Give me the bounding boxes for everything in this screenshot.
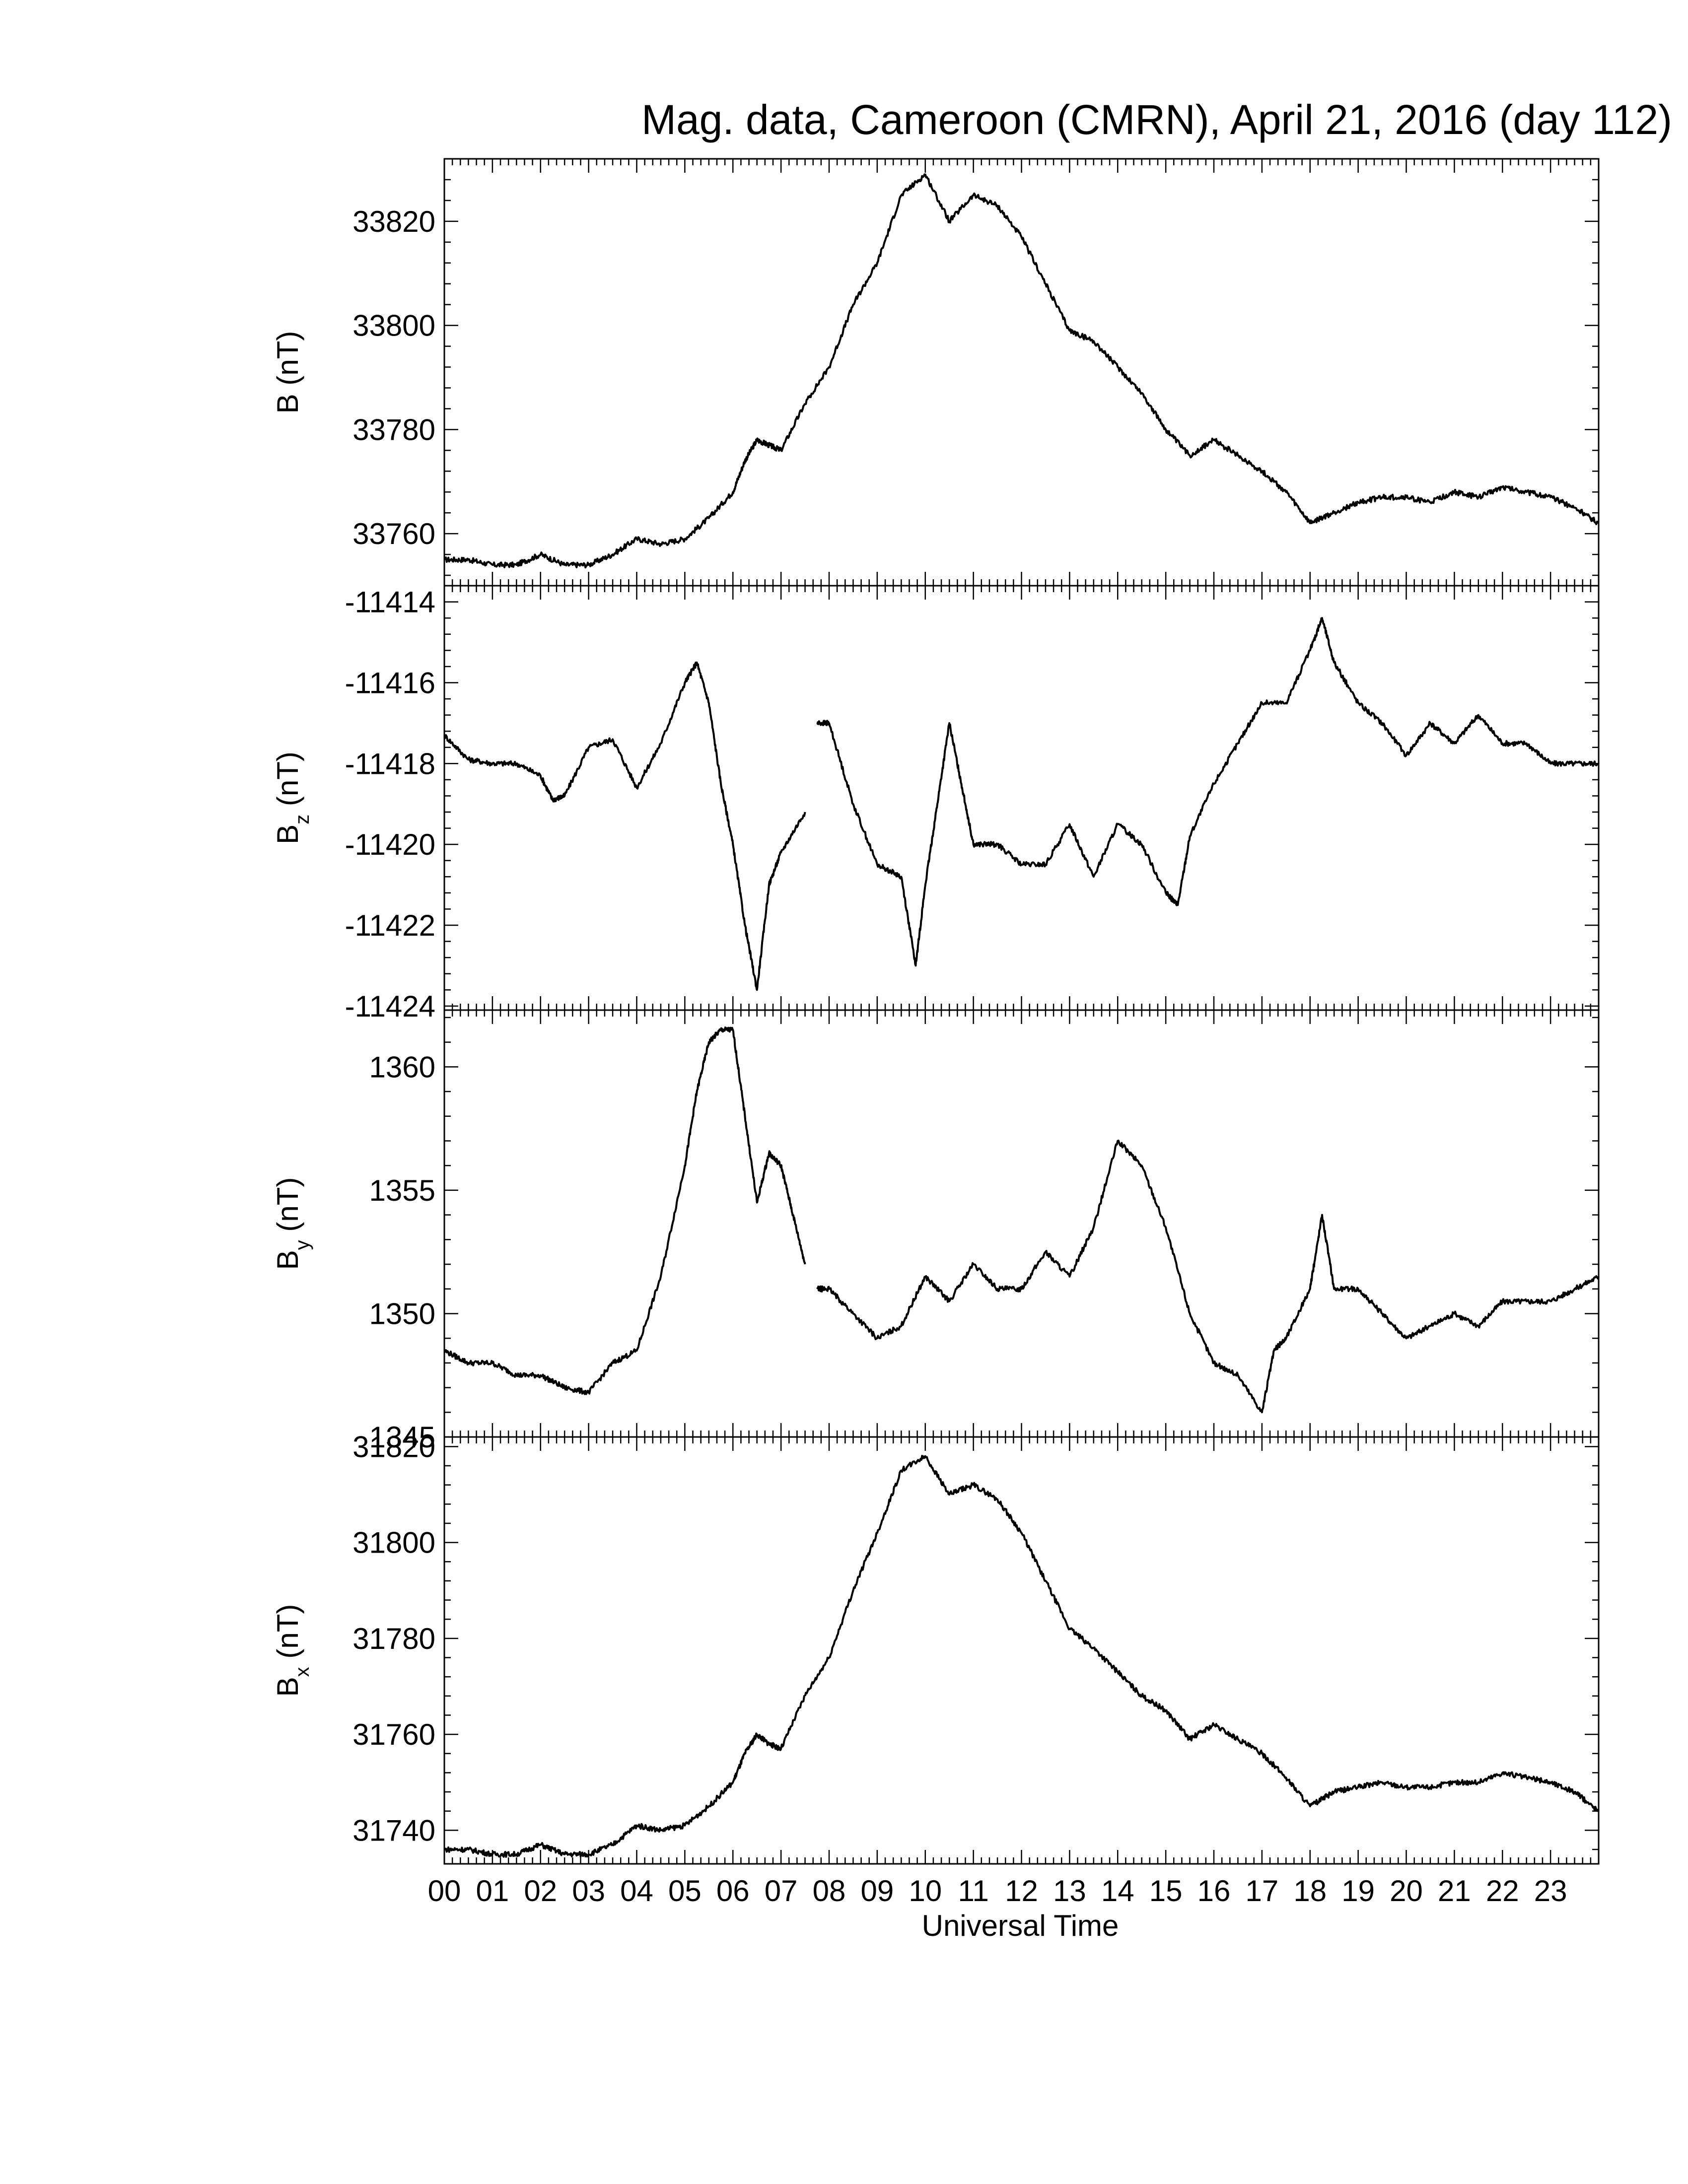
y-axis-label-sub: y	[291, 1240, 313, 1250]
y-axis-label-main: B	[271, 1677, 304, 1697]
x-tick-label: 18	[1293, 1874, 1327, 1908]
y-tick-label: 31820	[352, 1430, 435, 1463]
x-tick-label: 16	[1197, 1874, 1231, 1908]
y-axis-label-unit: (nT)	[271, 1177, 304, 1240]
x-tick-label: 12	[1005, 1874, 1038, 1908]
y-axis-label-unit: (nT)	[271, 331, 304, 394]
y-axis-label: By (nT)	[271, 1177, 313, 1270]
series-line	[443, 661, 806, 991]
y-tick-label: 1355	[369, 1174, 435, 1207]
panel-4: 31740 31760 31780 31800 31820 Bx (nT)	[271, 1430, 1600, 1865]
y-axis-label: B (nT)	[271, 331, 304, 414]
series-line	[804, 173, 1600, 525]
y-tick-label: 31800	[352, 1526, 435, 1560]
panel-frame	[443, 158, 1600, 587]
y-tick-label: -11414	[345, 586, 435, 619]
x-tick-label: 13	[1053, 1874, 1086, 1908]
x-tick-label: 23	[1534, 1874, 1567, 1908]
y-axis-label-unit: (nT)	[271, 1604, 304, 1667]
x-tick-label: 00	[428, 1874, 461, 1908]
x-tick-label: 10	[909, 1874, 942, 1908]
y-tick-label: 31760	[352, 1718, 435, 1751]
x-tick-label: 09	[861, 1874, 894, 1908]
y-tick-label: -11420	[345, 828, 435, 861]
y-axis-label-sub: x	[291, 1667, 313, 1677]
series-line	[443, 1026, 806, 1395]
y-tick-label: -11422	[345, 909, 435, 942]
x-tick-label: 05	[668, 1874, 702, 1908]
panel-frame	[443, 585, 1600, 1011]
series-line	[804, 1454, 1600, 1812]
x-tick-label: 11	[958, 1874, 988, 1908]
y-tick-label: -11416	[345, 666, 435, 699]
panel-frame	[443, 1009, 1600, 1438]
y-tick-label: 31780	[352, 1622, 435, 1655]
y-tick-label: 1345	[369, 1421, 435, 1454]
y-axis-label: Bz (nT)	[271, 751, 313, 844]
y-tick-label: 31740	[352, 1814, 435, 1847]
y-axis-label-sub: z	[291, 815, 313, 824]
x-tick-label: 03	[572, 1874, 605, 1908]
y-tick-label: 1350	[369, 1297, 435, 1330]
y-axis-label-main: B	[271, 824, 304, 844]
chart-title: Mag. data, Cameroon (CMRN), April 21, 20…	[641, 96, 1672, 143]
x-tick-label: 15	[1149, 1874, 1183, 1908]
y-axis-label-unit: (nT)	[271, 751, 304, 815]
x-tick-label: 06	[716, 1874, 750, 1908]
panel-3: 1345 1350 1355 1360 By (nT)	[271, 1009, 1600, 1454]
x-tick-label: 04	[620, 1874, 653, 1908]
series-line	[443, 403, 806, 569]
y-tick-label: 33800	[352, 309, 435, 342]
x-tick-label: 22	[1486, 1874, 1519, 1908]
x-tick-label: 08	[813, 1874, 846, 1908]
y-tick-label: 33760	[352, 517, 435, 550]
x-tick-label: 02	[524, 1874, 557, 1908]
x-tick-label: 14	[1101, 1874, 1134, 1908]
x-tick-label: 17	[1246, 1874, 1279, 1908]
y-axis-label: Bx (nT)	[271, 1604, 313, 1697]
panel-1: 33760 33780 33800 33820 B (nT)	[271, 158, 1600, 587]
x-tick-label: 07	[765, 1874, 798, 1908]
series-line	[443, 1695, 805, 1858]
y-tick-label: -11418	[345, 747, 435, 780]
x-tick-label: 21	[1438, 1874, 1471, 1908]
y-axis-label-main: B	[271, 394, 304, 413]
x-axis-label: Universal Time	[922, 1909, 1119, 1942]
y-tick-label: 33780	[352, 413, 435, 446]
series-line	[816, 617, 1600, 967]
x-tick-label: 20	[1390, 1874, 1423, 1908]
y-tick-label: 1360	[369, 1050, 435, 1084]
panel-frame	[443, 1436, 1600, 1865]
x-tick-labels: 00 01 02 03 04 05 06 07 08 09 10 11 12 13 14 15 16 17 18 19…	[428, 1874, 1567, 1908]
y-tick-label: 33820	[352, 205, 435, 238]
y-axis-label-main: B	[271, 1250, 304, 1270]
y-tick-label: -11424	[345, 990, 435, 1023]
series-line	[816, 1139, 1600, 1414]
x-tick-label: 19	[1341, 1874, 1375, 1908]
panel-2: -11414 -11416 -11418 -11420 -11422 -11424 Bz (…	[271, 585, 1600, 1023]
x-tick-label: 01	[476, 1874, 509, 1908]
